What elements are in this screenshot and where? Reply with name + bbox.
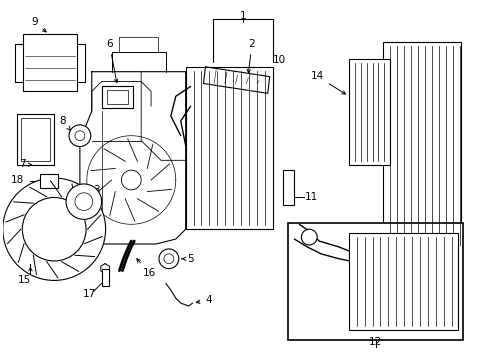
Circle shape bbox=[122, 170, 141, 190]
Circle shape bbox=[164, 254, 174, 264]
Text: 14: 14 bbox=[311, 71, 345, 94]
Text: 2: 2 bbox=[247, 39, 255, 73]
Circle shape bbox=[23, 198, 86, 261]
Text: 5: 5 bbox=[182, 254, 194, 264]
Text: 8: 8 bbox=[59, 116, 71, 130]
Bar bbox=[101, 269, 109, 286]
Bar bbox=[186, 67, 272, 229]
Text: 17: 17 bbox=[83, 289, 97, 299]
Bar bbox=[17, 114, 54, 165]
Text: 11: 11 bbox=[304, 192, 318, 202]
Text: 1: 1 bbox=[240, 11, 246, 21]
Circle shape bbox=[301, 229, 317, 245]
Circle shape bbox=[3, 178, 106, 280]
Text: 16: 16 bbox=[137, 259, 156, 278]
Bar bbox=[288, 223, 464, 339]
Bar bbox=[40, 174, 58, 188]
Bar bbox=[349, 59, 391, 165]
Bar bbox=[23, 34, 77, 91]
Text: 4: 4 bbox=[196, 295, 212, 305]
Text: 15: 15 bbox=[18, 275, 31, 285]
Text: 7: 7 bbox=[19, 159, 32, 169]
Circle shape bbox=[69, 125, 91, 147]
Text: 10: 10 bbox=[272, 55, 286, 65]
Text: 3: 3 bbox=[90, 185, 100, 196]
Bar bbox=[349, 233, 458, 330]
Circle shape bbox=[75, 131, 85, 141]
Bar bbox=[383, 42, 461, 249]
Circle shape bbox=[75, 193, 93, 211]
Bar bbox=[101, 86, 133, 108]
Bar bbox=[283, 170, 294, 204]
Circle shape bbox=[66, 184, 101, 219]
Text: 9: 9 bbox=[31, 18, 46, 32]
Circle shape bbox=[159, 249, 179, 269]
Text: 12: 12 bbox=[369, 337, 382, 347]
Bar bbox=[107, 90, 128, 104]
Bar bbox=[21, 118, 50, 161]
Text: 18: 18 bbox=[11, 175, 24, 185]
Text: 6: 6 bbox=[106, 39, 118, 83]
Text: 13: 13 bbox=[421, 256, 435, 266]
